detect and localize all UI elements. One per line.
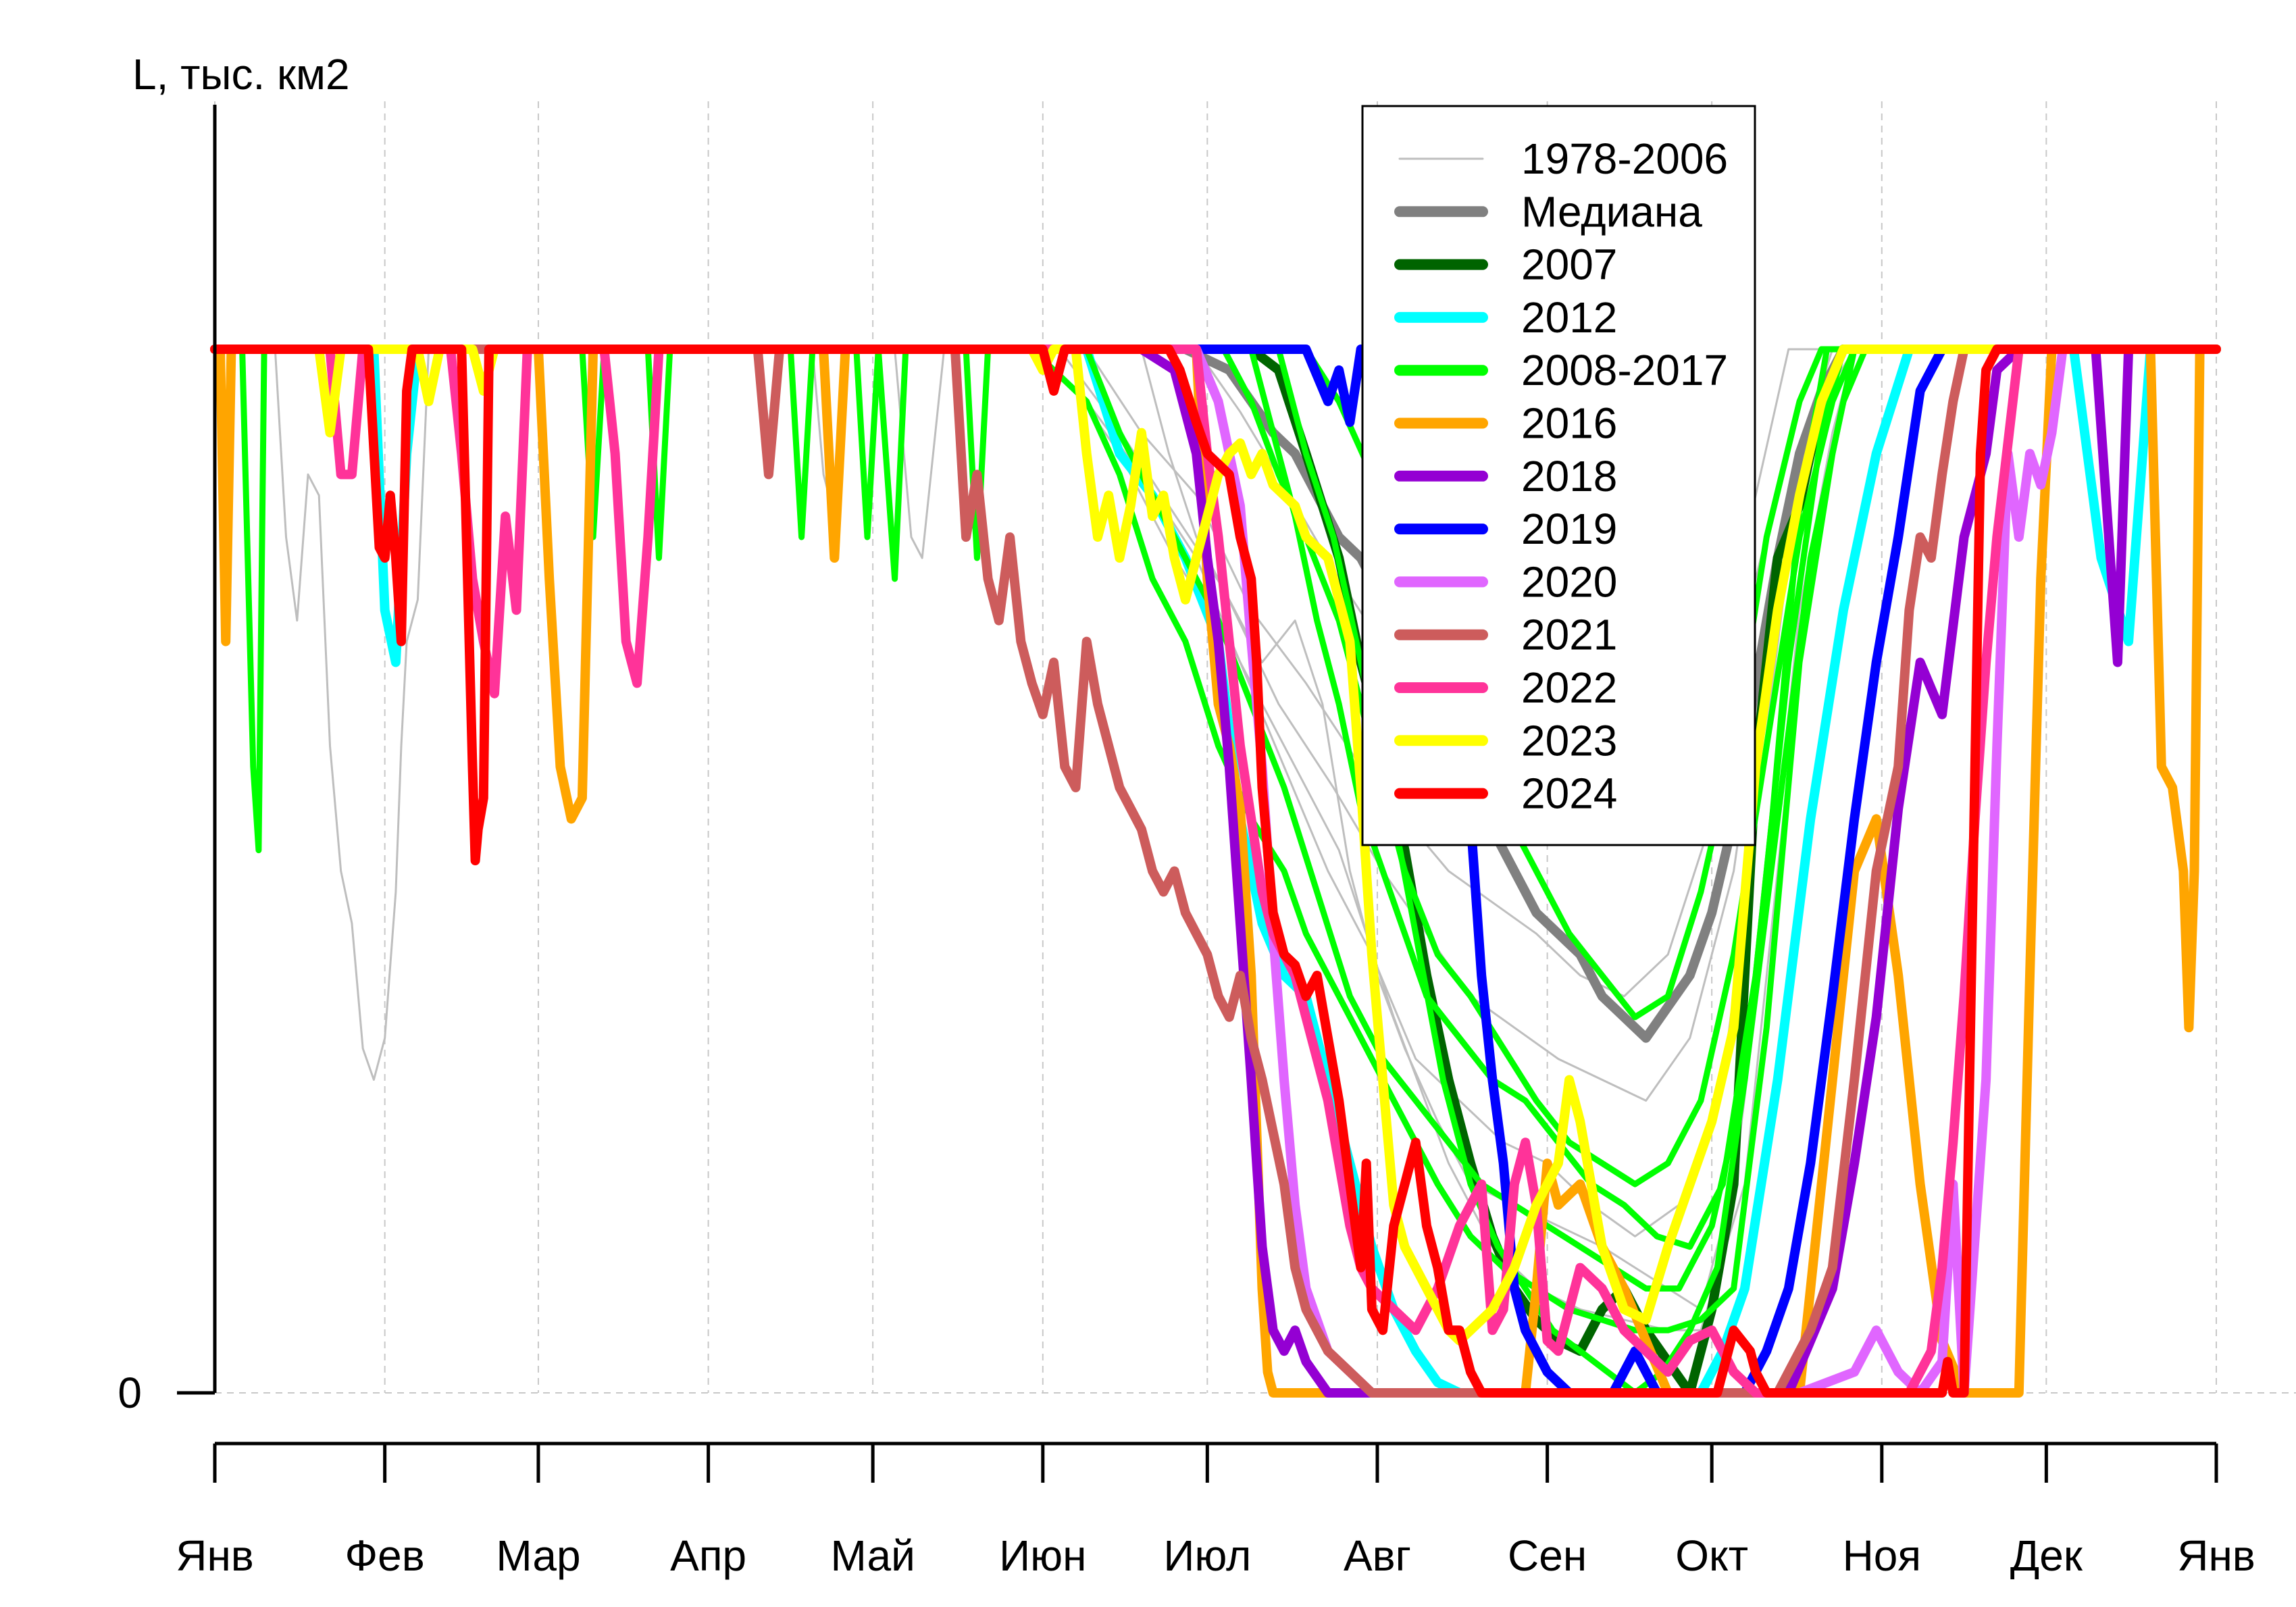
series-line-2008-2017-4 [211,346,2220,1396]
legend-label-2023: 2023 [1521,716,1617,765]
x-tick-label-6: Июл [1163,1531,1251,1580]
legend-label-2018: 2018 [1521,452,1617,501]
legend-label-2008-2017: 2008-2017 [1521,346,1728,394]
x-tick-label-5: Июн [999,1531,1086,1580]
legend-label-2019: 2019 [1521,505,1617,553]
legend-label--: Медиана [1521,187,1702,236]
legend-label-2020: 2020 [1521,557,1617,606]
series-2019 [210,345,2221,1398]
series-2023 [210,345,2221,1346]
axes: 0 Янв Фев Мар Апр Май Июн Июл Авг Сен Окт Ноя Дек Янв [118,105,2255,1580]
legend-label-2022: 2022 [1521,663,1617,712]
series-line-2023-0 [210,345,2221,1346]
series-line-2016-0 [210,345,2221,1398]
x-tick-label-1: Фев [345,1531,425,1580]
y-axis-title: L, тыс. км2 [132,50,350,99]
legend-label-2007: 2007 [1521,240,1617,289]
x-tick-label-12: Янв [2177,1531,2255,1580]
x-tick-label-8: Сен [1508,1531,1587,1580]
x-tick-label-3: Апр [670,1531,746,1580]
series-2021 [210,345,2221,1398]
series-2016 [210,345,2221,1398]
x-tick-label-4: Май [830,1531,915,1580]
x-tick-label-7: Авг [1344,1531,1411,1580]
x-tick-label-10: Ноя [1843,1531,1921,1580]
series-2024 [210,345,2221,1398]
legend-label-2016: 2016 [1521,399,1617,448]
legend-label-2021: 2021 [1521,611,1617,659]
series-layer [210,345,2221,1398]
series-line-2019-0 [210,345,2221,1398]
legend-label-2024: 2024 [1521,769,1617,818]
x-tick-label-9: Окт [1675,1531,1748,1580]
series-line-2021-0 [210,345,2221,1398]
x-tick-label-2: Мар [496,1531,580,1580]
legend: 1978-2006Медиана200720122008-20172016201… [1361,105,1756,846]
x-tick-label-11: Дек [2010,1531,2083,1580]
x-tick-label-0: Янв [176,1531,254,1580]
legend-label-2012: 2012 [1521,293,1617,342]
series-line-2024-0 [210,345,2221,1398]
legend-label-1978-2006: 1978-2006 [1521,134,1728,183]
y-tick-label-0: 0 [118,1369,142,1417]
